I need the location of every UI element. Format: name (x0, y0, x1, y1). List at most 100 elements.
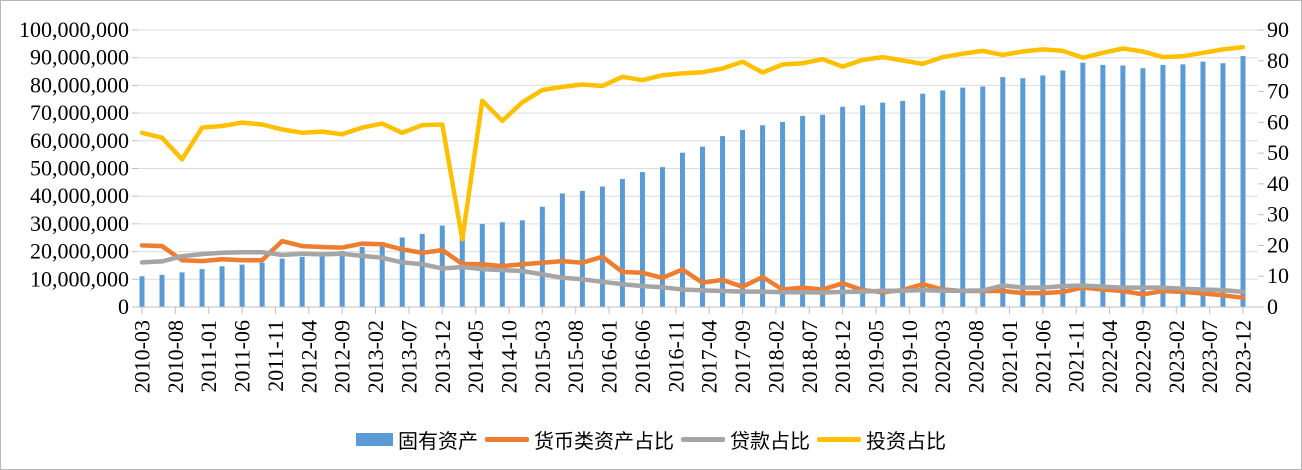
bar (880, 102, 886, 307)
right-axis-label: 70 (1267, 79, 1289, 104)
bar (539, 206, 545, 307)
bar (139, 276, 145, 307)
right-axis-label: 50 (1267, 140, 1289, 165)
bar (259, 262, 265, 307)
bar (1200, 61, 1206, 307)
x-axis-label: 2013-02 (363, 320, 388, 393)
left-axis-label: 50,000,000 (30, 156, 129, 181)
right-axis-label: 40 (1267, 171, 1289, 196)
bar (359, 246, 365, 307)
bar (1040, 75, 1046, 307)
bar (780, 121, 786, 308)
x-axis-label: 2015-03 (530, 320, 555, 393)
x-axis-label: 2016-01 (597, 320, 622, 393)
x-axis-label: 2019-05 (864, 320, 889, 393)
x-axis-label: 2018-07 (797, 320, 822, 393)
bar (1180, 64, 1186, 308)
right-axis-label: 90 (1267, 17, 1289, 42)
x-axis-label: 2014-05 (463, 320, 488, 393)
bar (639, 172, 645, 307)
bar (1060, 70, 1066, 307)
bar (579, 190, 585, 307)
x-axis-label: 2011-06 (230, 320, 255, 393)
legend-item-1[interactable]: 固有资产 (356, 425, 478, 454)
left-axis-label: 10,000,000 (30, 266, 129, 291)
left-axis-label: 70,000,000 (30, 100, 129, 125)
x-axis-label: 2019-10 (897, 320, 922, 393)
line-series (139, 44, 1246, 301)
bar (960, 87, 966, 307)
legend-label: 贷款占比 (730, 430, 810, 453)
bar (800, 115, 806, 308)
bar (559, 193, 565, 307)
x-axis-label: 2022-04 (1097, 320, 1122, 393)
bar (339, 251, 345, 307)
bar (760, 125, 766, 308)
bar (1160, 64, 1166, 307)
x-axis-label: 2012-04 (296, 320, 321, 393)
bar (900, 100, 906, 307)
x-axis-label: 2021-01 (997, 320, 1022, 393)
legend-item-2[interactable]: 货币类资产占比 (485, 425, 674, 454)
left-axis-label: 60,000,000 (30, 128, 129, 153)
bar (299, 256, 305, 307)
bar (1020, 78, 1026, 307)
bar (199, 269, 205, 307)
right-axis-label: 0 (1267, 294, 1278, 319)
x-axis-label: 2022-09 (1130, 320, 1155, 393)
bar (740, 129, 746, 307)
bar (980, 86, 986, 308)
chart-legend: 固有资产 货币类资产占比 贷款占比 投资占比 (1, 424, 1301, 454)
bar (720, 136, 726, 307)
legend-bar-swatch (356, 432, 393, 446)
bar (1100, 64, 1106, 307)
bar (659, 167, 665, 307)
x-axis-label: 2011-11 (263, 320, 288, 392)
bar (1120, 65, 1126, 308)
bar (279, 258, 285, 307)
x-axis-label: 2017-04 (697, 320, 722, 393)
legend-label: 投资占比 (866, 430, 946, 453)
x-axis-label: 2020-03 (930, 320, 955, 393)
left-axis-label: 40,000,000 (30, 183, 129, 208)
left-axis-label: 30,000,000 (30, 211, 129, 236)
x-axis-label: 2021-11 (1064, 320, 1089, 393)
bar (619, 179, 625, 307)
x-axis-label: 2017-09 (730, 320, 755, 393)
line-投资占比 (139, 44, 1246, 242)
left-axis-label: 100,000,000 (19, 17, 129, 42)
x-axis-label: 2020-08 (964, 320, 989, 393)
right-axis-label: 80 (1267, 48, 1289, 73)
x-axis-label: 2013-07 (396, 320, 421, 393)
bar (860, 105, 866, 308)
legend-label: 固有资产 (398, 430, 478, 453)
x-axis-label: 2015-08 (563, 320, 588, 393)
x-axis-label: 2014-10 (497, 320, 522, 393)
x-axis-label: 2010-03 (130, 320, 155, 393)
line-贷款占比 (139, 249, 1246, 295)
bar (1080, 62, 1086, 307)
bar (700, 146, 706, 307)
right-axis-label: 10 (1267, 263, 1289, 288)
legend-item-3[interactable]: 贷款占比 (681, 425, 810, 454)
right-axis-label: 20 (1267, 232, 1289, 257)
legend-line-swatch (817, 436, 861, 442)
x-axis-label: 2010-08 (163, 320, 188, 393)
bar-series (139, 56, 1246, 308)
legend-label: 货币类资产占比 (534, 430, 674, 453)
x-axis-label: 2023-02 (1164, 320, 1189, 393)
x-axis-label: 2021-06 (1030, 320, 1055, 393)
legend-item-4[interactable]: 投资占比 (817, 425, 946, 454)
bar (219, 266, 225, 307)
x-axis-label: 2023-07 (1197, 320, 1222, 393)
bar (920, 93, 926, 308)
left-axis-label: 80,000,000 (30, 72, 129, 97)
bar (820, 114, 826, 308)
line-货币类资产占比 (139, 238, 1246, 301)
x-axis-label: 2012-09 (330, 320, 355, 393)
bar (1240, 56, 1246, 308)
bar (179, 272, 185, 307)
